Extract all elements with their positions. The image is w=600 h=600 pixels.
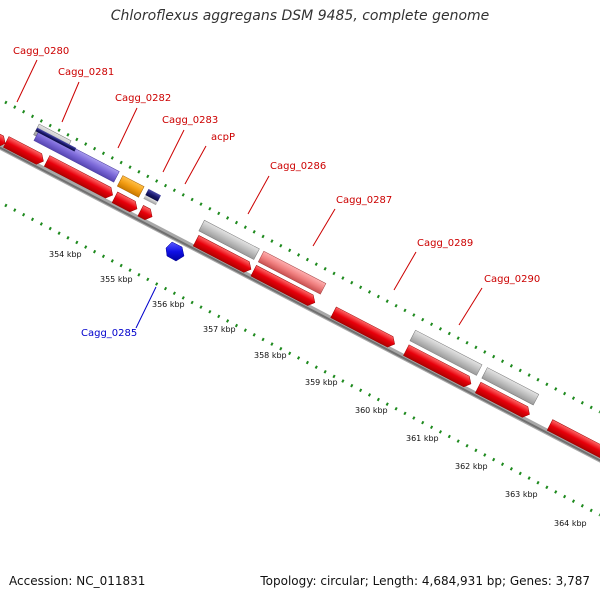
gene-cagg_0281-navy[interactable] — [35, 127, 77, 152]
cds-arrow-0289[interactable] — [403, 344, 473, 389]
kbp-scale: 354 kbp 355 kbp 356 kbp 357 kbp 358 kbp … — [49, 250, 587, 528]
gene-cagg_0283-orange[interactable] — [116, 175, 145, 198]
callout-cagg_0282 — [117, 107, 138, 149]
genome-stats-text: Topology: circular; Length: 4,684,931 bp… — [260, 574, 590, 588]
tick-label: 357 kbp — [203, 325, 236, 334]
map-title: Chloroflexus aggregans DSM 9485, complet… — [110, 8, 490, 24]
callout-cagg_0289 — [393, 251, 417, 291]
callout-cagg_0283 — [162, 129, 185, 173]
label-cagg_0287[interactable]: Cagg_0287 — [336, 195, 392, 206]
label-cagg_0285[interactable]: Cagg_0285 — [81, 328, 137, 339]
cds-arrow-acpp[interactable] — [137, 205, 155, 222]
tick-label: 355 kbp — [100, 275, 133, 284]
callout-lines — [16, 59, 483, 326]
gene-cagg_0286-grey[interactable] — [198, 219, 260, 260]
tick-label: 360 kbp — [355, 406, 388, 415]
gene-cagg_0287-pink[interactable] — [257, 250, 327, 295]
gc-dotted-lines — [4, 100, 600, 517]
gene-cagg_0290-grey[interactable] — [481, 367, 540, 406]
tick-label: 362 kbp — [455, 462, 488, 471]
cds-arrow-0287[interactable] — [250, 265, 318, 308]
tick-label: 356 kbp — [152, 300, 185, 309]
tick-label: 363 kbp — [505, 490, 538, 499]
gene-cagg_0289-grey[interactable] — [409, 329, 483, 376]
callout-cagg_0280 — [16, 59, 38, 103]
label-cagg_0283[interactable]: Cagg_0283 — [162, 115, 218, 126]
cds-arrow-0288[interactable] — [330, 306, 398, 350]
cds-arrow-0291[interactable] — [546, 419, 600, 468]
label-cagg_0282[interactable]: Cagg_0282 — [115, 93, 171, 104]
callout-cagg_0285 — [135, 286, 157, 329]
cds-arrow-0280[interactable] — [0, 125, 8, 149]
tick-label: 364 kbp — [554, 519, 587, 528]
callout-cagg_0287 — [312, 208, 336, 247]
gene-acpp-navy[interactable] — [145, 188, 161, 202]
lower-dotted-line — [4, 203, 600, 517]
label-cagg_0289[interactable]: Cagg_0289 — [417, 238, 473, 249]
label-acpp[interactable]: acpP — [211, 132, 235, 143]
gene-cagg_0285[interactable] — [165, 241, 185, 262]
cds-arrow-0290[interactable] — [474, 381, 532, 419]
callout-cagg_0286 — [247, 175, 270, 215]
callout-cagg_0290 — [458, 287, 483, 326]
label-cagg_0281[interactable]: Cagg_0281 — [58, 67, 114, 78]
genome-backbone-shade — [0, 146, 600, 462]
label-cagg_0290[interactable]: Cagg_0290 — [484, 274, 540, 285]
cds-arrow-0282[interactable] — [43, 155, 115, 201]
cds-arrow-0286[interactable] — [192, 235, 254, 274]
label-cagg_0286[interactable]: Cagg_0286 — [270, 161, 326, 172]
upper-dotted-line — [4, 100, 600, 414]
cds-arrow-0283[interactable] — [111, 191, 140, 214]
tick-label: 361 kbp — [406, 434, 439, 443]
accession-text: Accession: NC_011831 — [9, 574, 146, 588]
tick-label: 358 kbp — [254, 351, 287, 360]
tick-label: 354 kbp — [49, 250, 82, 259]
cds-arrow-0281[interactable] — [3, 136, 46, 167]
callout-acpp — [184, 145, 207, 185]
tick-label: 359 kbp — [305, 378, 338, 387]
callout-cagg_0281 — [61, 81, 80, 123]
label-cagg_0280[interactable]: Cagg_0280 — [13, 46, 69, 57]
gene-cagg_0281-purple[interactable] — [33, 129, 120, 183]
gene-acpp-grey[interactable] — [143, 195, 158, 206]
